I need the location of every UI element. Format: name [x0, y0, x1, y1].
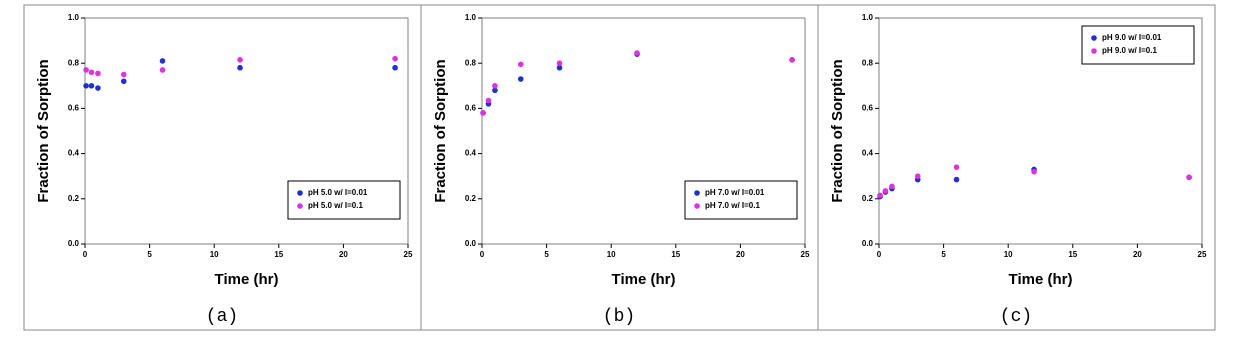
data-point	[1186, 174, 1192, 181]
y-tick-label: 0.4	[862, 149, 874, 158]
legend-label: pH 5.0 w/ I=0.01	[308, 188, 368, 197]
x-tick-label: 10	[607, 250, 616, 259]
y-tick-label: 1.0	[862, 13, 874, 22]
x-tick-label: 15	[1068, 250, 1077, 259]
y-tick-label: 0.4	[465, 149, 477, 158]
legend-box	[287, 180, 401, 220]
x-tick-label: 15	[671, 250, 680, 259]
x-tick-label: 10	[210, 250, 219, 259]
y-axis-label: Fraction of Sorption	[829, 59, 846, 202]
data-point	[83, 67, 89, 73]
panel-border	[817, 4, 1216, 331]
data-point	[914, 173, 921, 179]
x-tick-label: 20	[1133, 250, 1142, 259]
data-point	[88, 69, 95, 76]
x-tick-label: 10	[1004, 250, 1013, 259]
y-axis-label: Fraction of Sorption	[432, 59, 449, 202]
legend-label: pH 9.0 w/ I=0.1	[1102, 46, 1157, 55]
y-tick-label: 0.2	[68, 194, 80, 203]
data-point	[83, 83, 89, 89]
y-tick-label: 0.8	[862, 58, 874, 67]
legend-label: pH 7.0 w/ I=0.01	[705, 188, 765, 197]
legend-label: pH 9.0 w/ I=0.01	[1102, 33, 1162, 42]
x-axis-label: Time (hr)	[1009, 271, 1073, 288]
legend-marker	[297, 190, 303, 196]
data-point	[517, 61, 524, 68]
y-tick-label: 0.6	[68, 104, 80, 113]
y-tick-label: 0.0	[862, 239, 874, 248]
data-point	[237, 64, 243, 71]
data-point	[159, 67, 166, 73]
legend-marker	[1091, 48, 1097, 54]
legend-marker	[1091, 35, 1097, 41]
data-point	[492, 87, 498, 94]
data-point	[889, 183, 895, 190]
data-point	[88, 83, 95, 89]
data-point	[237, 57, 243, 63]
y-tick-label: 0.0	[465, 239, 477, 248]
y-tick-label: 0.8	[465, 58, 477, 67]
caption: (b)	[603, 307, 635, 327]
data-point	[120, 71, 127, 78]
data-point	[492, 83, 498, 89]
legend-box	[684, 180, 798, 220]
x-tick-label: 0	[480, 250, 485, 259]
x-tick-label: 25	[1198, 250, 1207, 259]
x-tick-label: 20	[736, 250, 745, 259]
legend-label: pH 7.0 w/ I=0.1	[705, 201, 760, 210]
y-tick-label: 0.0	[68, 239, 80, 248]
y-tick-label: 0.6	[465, 104, 477, 113]
y-tick-label: 0.4	[68, 149, 80, 158]
x-tick-label: 0	[877, 250, 882, 259]
data-point	[120, 78, 127, 85]
data-point	[789, 57, 795, 63]
legend-box	[1081, 25, 1195, 65]
data-point	[95, 70, 101, 77]
x-tick-label: 20	[339, 250, 348, 259]
data-point	[877, 192, 883, 199]
y-tick-label: 0.2	[862, 194, 874, 203]
legend-marker	[694, 190, 700, 196]
data-point	[517, 76, 524, 82]
x-tick-label: 15	[274, 250, 283, 259]
data-point	[953, 164, 960, 170]
data-point	[1031, 168, 1037, 175]
y-tick-label: 1.0	[465, 13, 477, 22]
y-axis-label: Fraction of Sorption	[35, 59, 52, 202]
x-tick-label: 5	[544, 250, 549, 259]
x-axis-label: Time (hr)	[612, 271, 676, 288]
data-point	[392, 64, 398, 71]
y-tick-label: 0.2	[465, 194, 477, 203]
data-point	[556, 64, 563, 71]
data-point	[882, 188, 889, 194]
data-point	[480, 110, 486, 116]
y-tick-label: 0.6	[862, 104, 874, 113]
legend-marker	[297, 203, 303, 209]
y-tick-label: 1.0	[68, 13, 80, 22]
y-tick-label: 0.8	[68, 58, 80, 67]
plot-area	[878, 17, 1203, 245]
legend-label: pH 5.0 w/ I=0.1	[308, 201, 363, 210]
data-point	[953, 176, 960, 183]
data-point	[95, 85, 101, 91]
data-point	[392, 55, 398, 62]
data-point	[485, 97, 492, 104]
legend-marker	[694, 203, 700, 209]
x-tick-label: 5	[147, 250, 152, 259]
x-tick-label: 25	[801, 250, 810, 259]
data-point	[159, 58, 166, 64]
x-tick-label: 25	[404, 250, 413, 259]
caption: (c)	[1000, 307, 1032, 327]
x-tick-label: 5	[941, 250, 946, 259]
data-point	[634, 50, 640, 56]
caption: (a)	[206, 307, 238, 327]
x-tick-label: 0	[83, 250, 88, 259]
data-point	[556, 60, 563, 66]
x-axis-label: Time (hr)	[215, 271, 279, 288]
